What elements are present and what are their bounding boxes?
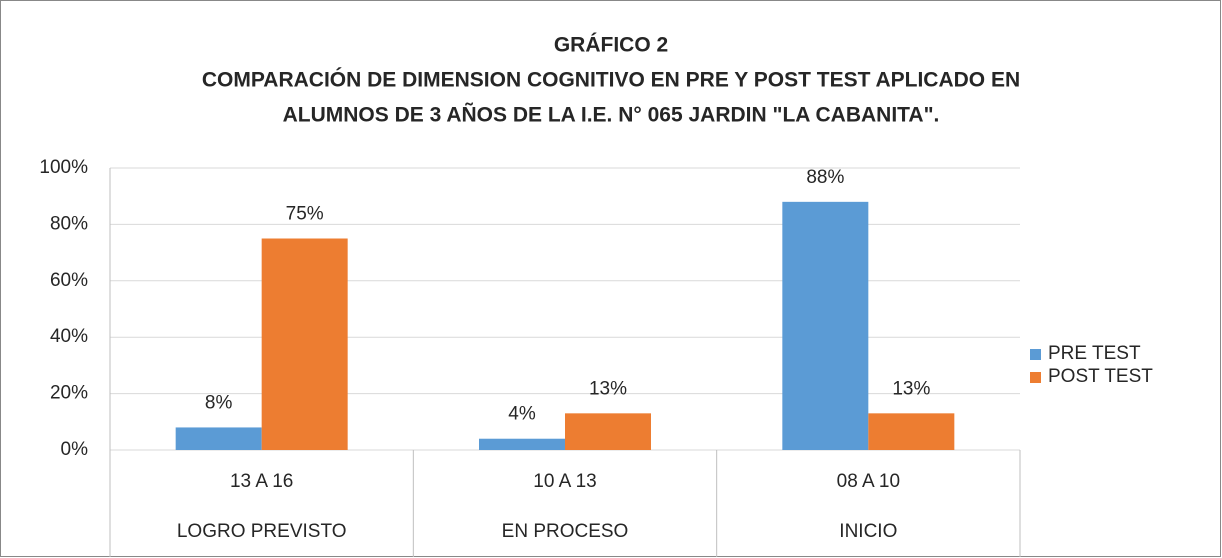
chart-title: ALUMNOS DE 3 AÑOS DE LA I.E. N° 065 JARD… bbox=[283, 104, 940, 127]
bar bbox=[175, 427, 262, 450]
legend-label: POST TEST bbox=[1048, 366, 1153, 387]
y-tick-label: 20% bbox=[50, 383, 88, 404]
y-tick-label: 80% bbox=[50, 213, 88, 234]
data-label: 4% bbox=[508, 404, 536, 425]
data-label: 13% bbox=[589, 378, 627, 399]
bar bbox=[479, 438, 565, 450]
x-tick-label: 10 A 13 bbox=[533, 471, 596, 492]
bar bbox=[261, 238, 348, 450]
legend-label: PRE TEST bbox=[1048, 343, 1141, 364]
x-group-label: EN PROCESO bbox=[502, 521, 629, 542]
x-group-label: INICIO bbox=[839, 521, 897, 542]
x-tick-label: 13 A 16 bbox=[230, 471, 293, 492]
chart-title: COMPARACIÓN DE DIMENSION COGNITIVO EN PR… bbox=[202, 68, 1020, 92]
chart-title: GRÁFICO 2 bbox=[554, 34, 668, 57]
y-tick-label: 100% bbox=[39, 157, 88, 178]
bar bbox=[782, 201, 869, 450]
bar bbox=[565, 413, 651, 450]
x-tick-label: 08 A 10 bbox=[837, 471, 900, 492]
y-tick-label: 0% bbox=[61, 439, 89, 460]
data-label: 13% bbox=[892, 378, 930, 399]
y-tick-label: 60% bbox=[50, 270, 88, 291]
y-tick-label: 40% bbox=[50, 326, 88, 347]
data-label: 8% bbox=[205, 392, 233, 413]
x-group-label: LOGRO PREVISTO bbox=[177, 521, 347, 542]
data-label: 88% bbox=[806, 167, 844, 188]
data-label: 75% bbox=[286, 204, 324, 225]
legend-swatch bbox=[1030, 349, 1041, 360]
legend-swatch bbox=[1030, 372, 1041, 383]
bar bbox=[868, 413, 955, 450]
